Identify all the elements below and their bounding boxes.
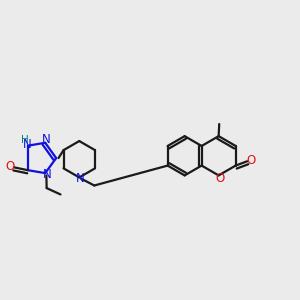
Text: N: N	[23, 138, 32, 151]
Text: O: O	[215, 172, 224, 185]
Text: N: N	[76, 172, 84, 185]
Text: O: O	[246, 154, 256, 167]
Text: H: H	[21, 135, 29, 145]
Text: N: N	[42, 133, 51, 146]
Text: N: N	[43, 168, 52, 181]
Text: O: O	[5, 160, 14, 173]
